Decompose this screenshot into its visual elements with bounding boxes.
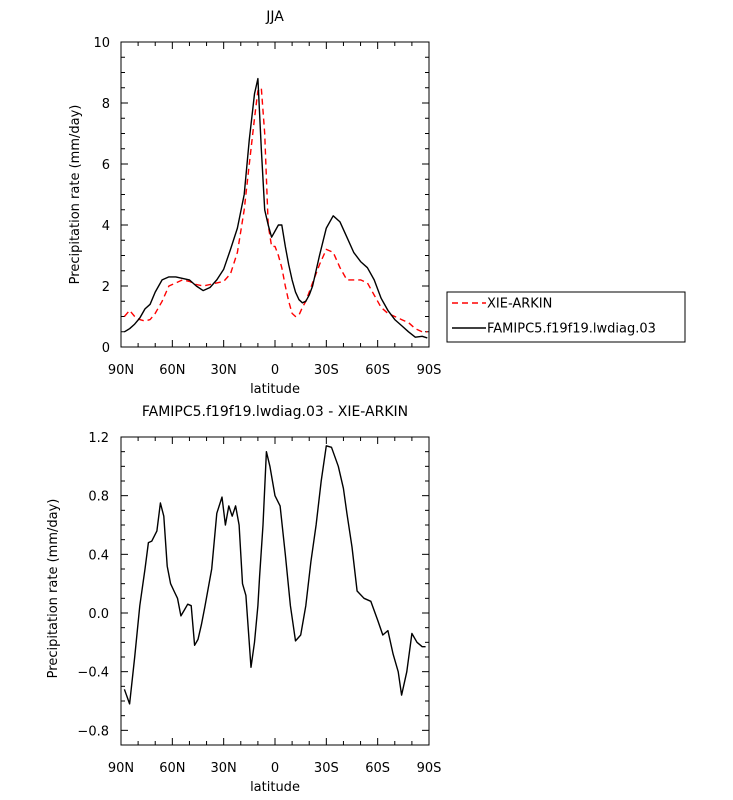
y-tick-label: 0.8 (88, 490, 109, 505)
legend-label-famipc5: FAMIPC5.f19f19.lwdiag.03 (487, 322, 656, 337)
x-tick-label: 60N (159, 761, 185, 776)
bottom-plot-frame (120, 436, 430, 746)
y-tick-label: 10 (93, 36, 110, 51)
legend-label-xie-arkin: XIE-ARKIN (487, 297, 552, 312)
y-tick-label: 8 (102, 97, 110, 112)
top-x-axis-label: latitude (250, 382, 300, 397)
xie-arkin-series-line (123, 87, 428, 333)
bottom-chart-panel: FAMIPC5.f19f19.lwdiag.03 - XIE-ARKIN Pre… (46, 404, 441, 795)
x-tick-label: 30N (211, 363, 237, 378)
famipc5-f19f19-lwdiag-03-series-line (124, 77, 428, 339)
x-tick-label: 0 (271, 761, 279, 776)
legend-box (446, 291, 686, 343)
x-tick-label: 30S (314, 761, 339, 776)
y-tick-label: −0.8 (77, 724, 109, 739)
y-tick-label: 0 (102, 341, 110, 356)
top-chart-legend: XIE-ARKIN FAMIPC5.f19f19.lwdiag.03 (446, 291, 686, 343)
top-y-axis-label: Precipitation rate (mm/day) (68, 105, 83, 285)
bottom-series-lines (123, 445, 426, 705)
x-tick-label: 90N (108, 761, 134, 776)
top-series-lines (123, 77, 428, 339)
y-tick-label: 1.2 (88, 431, 109, 446)
bottom-y-axis-label: Precipitation rate (mm/day) (46, 499, 61, 679)
y-tick-label: 6 (102, 158, 110, 173)
x-tick-label: 0 (271, 363, 279, 378)
x-tick-label: 30N (211, 761, 237, 776)
x-tick-label: 30S (314, 363, 339, 378)
bottom-x-axis-label: latitude (250, 780, 300, 795)
y-tick-label: 2 (102, 280, 110, 295)
y-tick-label: −0.4 (77, 666, 109, 681)
x-tick-label: 60S (365, 363, 390, 378)
x-tick-label: 90N (108, 363, 134, 378)
x-tick-label: 60S (365, 761, 390, 776)
x-tick-label: 90S (417, 363, 442, 378)
x-tick-label: 90S (417, 761, 442, 776)
y-tick-label: 0.0 (88, 607, 109, 622)
top-axis-ticks: 90N 60N 30N 0 30S 60S 90S 0 2 4 6 8 10 (93, 36, 441, 378)
bottom-chart-title: FAMIPC5.f19f19.lwdiag.03 - XIE-ARKIN (142, 404, 408, 420)
top-chart-title: JJA (265, 9, 284, 25)
y-tick-label: 0.4 (88, 548, 109, 563)
top-plot-frame (120, 41, 430, 348)
bottom-axis-ticks: 90N 60N 30N 0 30S 60S 90S 1.2 0.8 0.4 0.0 −0.4 −0.8 (77, 431, 441, 776)
difference-series-line (123, 445, 426, 705)
y-tick-label: 4 (102, 219, 110, 234)
x-tick-label: 60N (159, 363, 185, 378)
top-chart-panel: JJA Precipitation rate (mm/day) latitude… (68, 9, 441, 397)
